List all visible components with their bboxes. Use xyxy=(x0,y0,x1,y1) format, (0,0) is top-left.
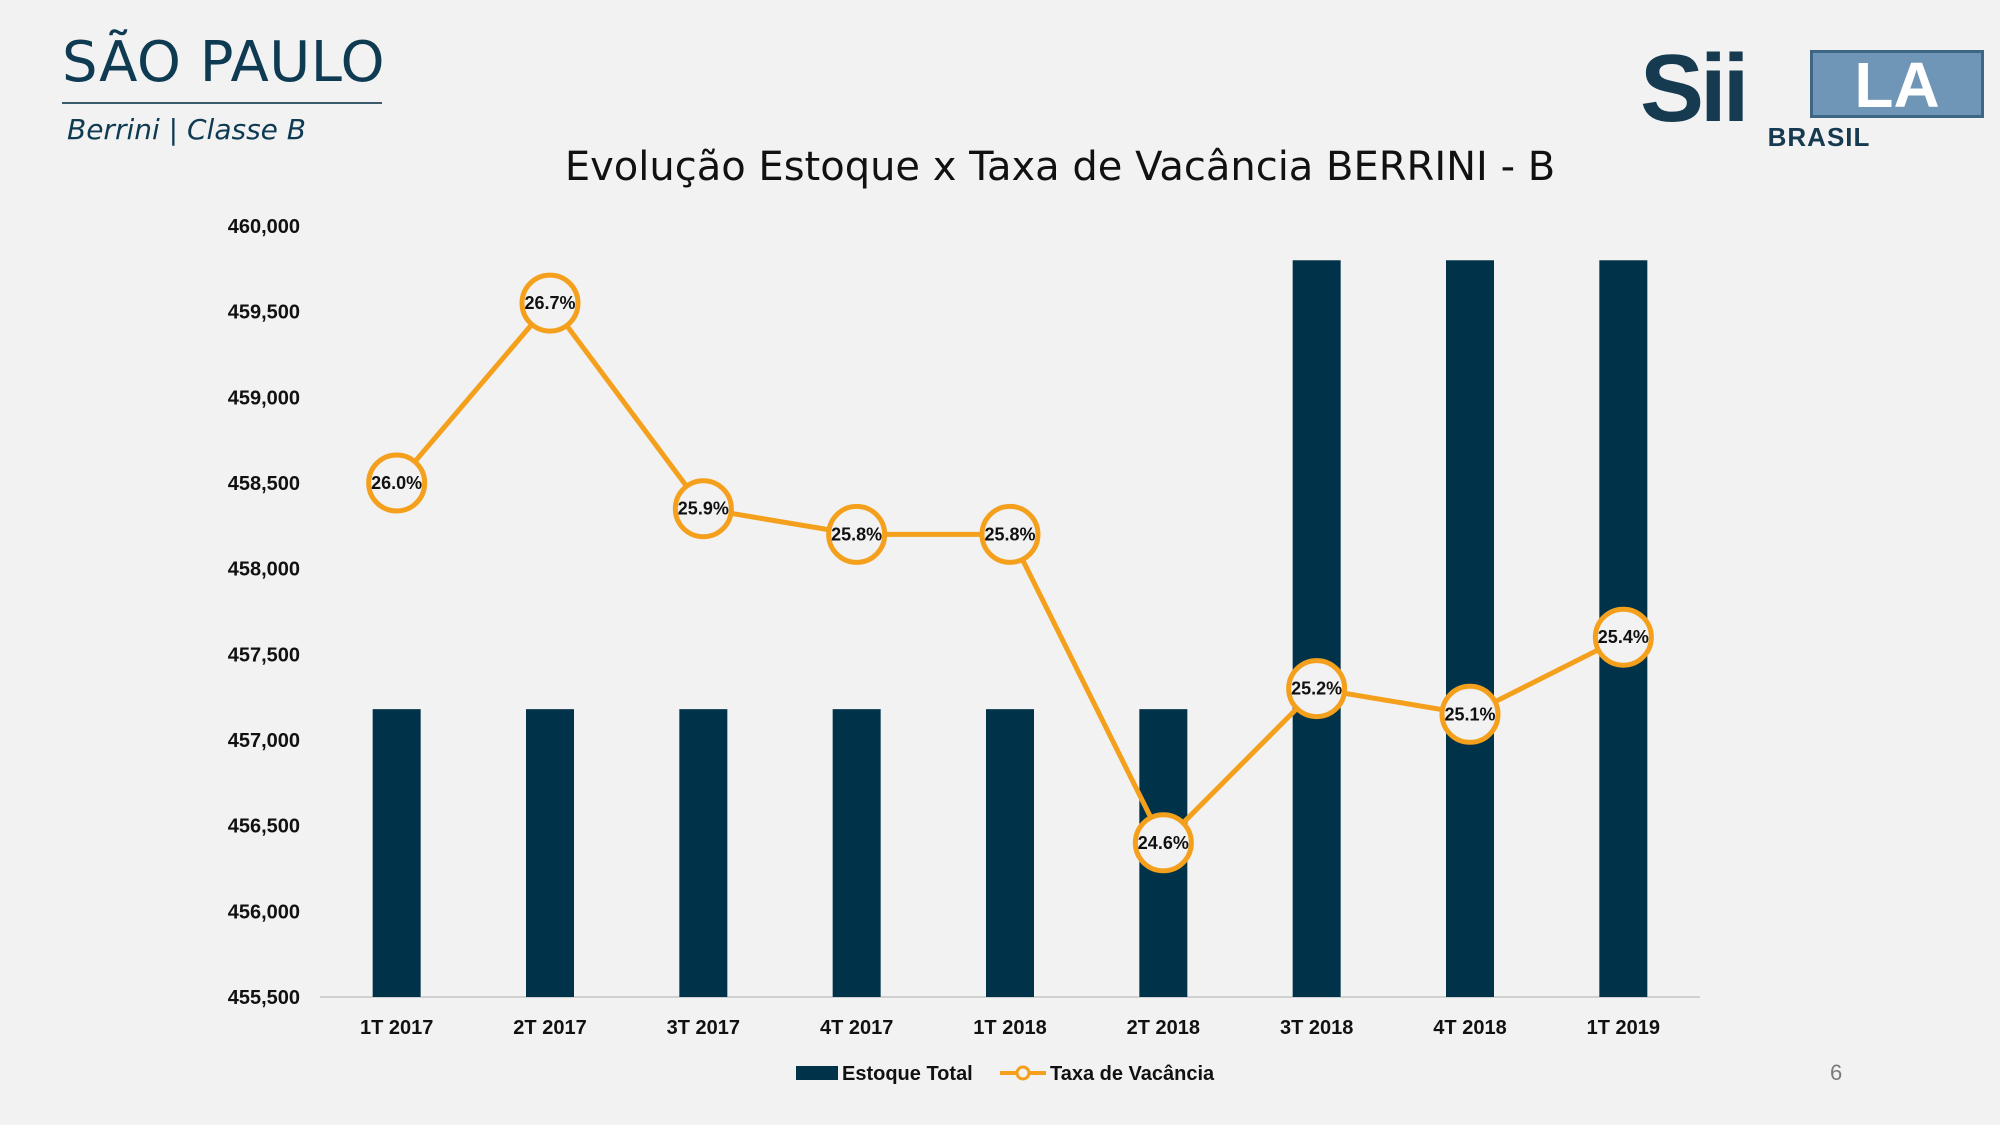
y-tick-label: 458,000 xyxy=(228,559,300,581)
x-tick-label: 3T 2017 xyxy=(667,1017,740,1039)
bar xyxy=(1292,260,1341,997)
chart-legend: Estoque Total Taxa de Vacância xyxy=(796,1063,1215,1085)
line-marker xyxy=(366,452,428,514)
x-tick-label: 4T 2017 xyxy=(820,1017,893,1039)
x-tick-label: 4T 2018 xyxy=(1433,1017,1506,1039)
y-tick-label: 455,500 xyxy=(228,987,300,1009)
y-tick-label: 456,500 xyxy=(228,816,300,838)
line-series: 26.0% 26.7% 25.9% 25.8% 25.8% 24.6% 25.2% 25.1%… xyxy=(366,272,1654,874)
y-tick-label: 460,000 xyxy=(228,216,300,238)
line-marker xyxy=(826,503,888,565)
title-underline xyxy=(62,102,382,104)
y-tick-label: 457,500 xyxy=(228,644,300,666)
data-label: 25.2% xyxy=(1291,679,1342,699)
siila-logo: Sii LA BRASIL xyxy=(1640,35,1984,154)
bar xyxy=(679,709,728,997)
chart-title: Evolução Estoque x Taxa de Vacância BERR… xyxy=(565,144,1555,190)
legend-line-marker xyxy=(1015,1065,1031,1081)
line-marker xyxy=(1439,683,1501,745)
data-label: 26.7% xyxy=(524,293,575,313)
data-label: 25.8% xyxy=(984,524,1035,544)
bar xyxy=(526,709,574,997)
y-axis: 455,500 456,000 456,500 457,000 457,500 458,0… xyxy=(228,216,300,1009)
logo-main-text: Sii xyxy=(1640,35,1749,142)
x-tick-label: 2T 2017 xyxy=(513,1017,586,1039)
data-label: 25.1% xyxy=(1444,704,1495,724)
line-marker xyxy=(1286,658,1348,720)
line-marker xyxy=(979,503,1041,565)
x-tick-label: 2T 2018 xyxy=(1127,1017,1200,1039)
x-tick-label: 3T 2018 xyxy=(1280,1017,1353,1039)
bar-series xyxy=(372,260,1648,997)
line-marker xyxy=(672,478,734,540)
data-label: 25.9% xyxy=(678,499,729,519)
legend-line-label: Taxa de Vacância xyxy=(1050,1063,1215,1085)
y-tick-label: 456,000 xyxy=(228,901,300,923)
logo-box-text: LA xyxy=(1810,50,1984,118)
line-marker xyxy=(519,272,581,334)
line-marker xyxy=(1132,812,1194,874)
y-tick-label: 457,000 xyxy=(228,730,300,752)
bar xyxy=(832,709,881,997)
x-tick-label: 1T 2018 xyxy=(973,1017,1046,1039)
bar xyxy=(986,709,1034,997)
bar xyxy=(1446,260,1494,997)
page-subtitle: Berrini | Classe B xyxy=(67,113,306,146)
x-axis: 1T 2017 2T 2017 3T 2017 4T 2017 1T 2018 2T 20… xyxy=(320,996,1700,1039)
page-title: SÃO PAULO xyxy=(62,30,386,95)
line-marker xyxy=(1592,606,1654,668)
logo-sub-text: BRASIL xyxy=(1767,122,1871,152)
y-tick-label: 459,500 xyxy=(228,302,300,324)
y-tick-label: 458,500 xyxy=(228,473,300,495)
data-label: 25.4% xyxy=(1598,627,1649,647)
bar xyxy=(372,709,421,997)
legend-bar-swatch xyxy=(796,1066,838,1080)
data-label: 26.0% xyxy=(371,473,422,493)
data-label: 24.6% xyxy=(1138,833,1189,853)
page-number: 6 xyxy=(1830,1060,1843,1085)
data-label: 25.8% xyxy=(831,524,882,544)
x-tick-label: 1T 2019 xyxy=(1587,1017,1660,1039)
x-tick-label: 1T 2017 xyxy=(360,1017,433,1039)
legend-bar-label: Estoque Total xyxy=(842,1063,973,1085)
y-tick-label: 459,000 xyxy=(228,387,300,409)
